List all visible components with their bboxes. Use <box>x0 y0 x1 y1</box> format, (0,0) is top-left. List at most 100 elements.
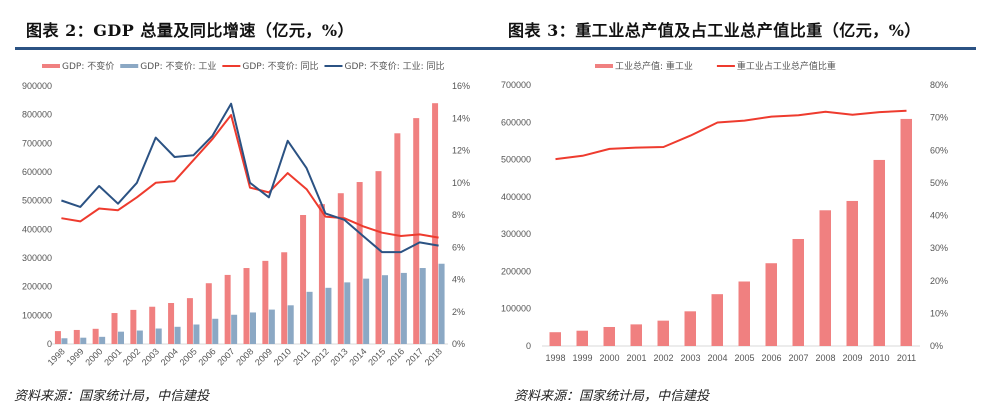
y-right-tick-label: 10% <box>930 308 948 318</box>
y-right-tick-label: 12% <box>452 146 470 156</box>
x-tick-label: 2000 <box>599 353 619 363</box>
bar-primary <box>111 313 118 344</box>
x-tick-label: 1998 <box>46 346 67 367</box>
legend-swatch-bar <box>42 64 60 68</box>
bar-secondary <box>325 287 332 344</box>
y-left-tick-label: 600000 <box>22 167 52 177</box>
x-tick-label: 2015 <box>366 346 387 367</box>
bar-secondary <box>287 305 294 344</box>
x-tick-label: 2011 <box>897 353 916 363</box>
x-tick-label: 2009 <box>842 353 862 363</box>
bar-secondary <box>438 263 445 344</box>
legend-swatch-bar <box>120 64 139 68</box>
x-tick-label: 2011 <box>291 346 312 367</box>
bar-primary <box>819 210 831 346</box>
y-left-tick-label: 200000 <box>501 266 531 276</box>
x-tick-label: 2002 <box>653 353 673 363</box>
x-tick-label: 2005 <box>734 353 754 363</box>
bar-secondary <box>306 291 313 344</box>
y-right-tick-label: 4% <box>452 275 465 285</box>
bar-primary <box>318 204 325 344</box>
bar-primary <box>738 281 750 346</box>
bar-secondary <box>400 272 407 344</box>
y-right-tick-label: 2% <box>452 307 465 317</box>
y-right-tick-label: 6% <box>452 242 465 252</box>
y-left-tick-label: 500000 <box>501 155 531 165</box>
bar-primary <box>356 182 363 344</box>
bar-primary <box>657 320 669 346</box>
y-left-tick-label: 400000 <box>22 224 52 234</box>
x-tick-label: 2006 <box>761 353 781 363</box>
x-tick-label: 2013 <box>328 346 349 367</box>
bar-primary <box>792 238 804 346</box>
bar-primary <box>149 306 156 344</box>
bar-primary <box>549 332 561 346</box>
y-right-tick-label: 8% <box>452 210 465 220</box>
x-tick-label: 1998 <box>545 353 565 363</box>
legend-label: GDP: 不变价 <box>62 60 114 72</box>
x-tick-label: 2003 <box>680 353 700 363</box>
bar-primary <box>765 263 777 346</box>
bar-primary <box>168 303 175 344</box>
title-divider <box>15 47 500 50</box>
y-left-tick-label: 200000 <box>22 282 52 292</box>
bar-primary <box>205 283 212 344</box>
chart-source: 资料来源：国家统计局，中信建投 <box>14 389 210 404</box>
legend-label: GDP: 不变价: 工业: 同比 <box>344 60 444 72</box>
bar-secondary <box>212 318 219 344</box>
bar-primary <box>394 133 401 344</box>
x-tick-label: 2005 <box>178 346 199 367</box>
y-left-tick-label: 800000 <box>22 110 52 120</box>
x-tick-label: 2004 <box>159 346 180 367</box>
title-divider <box>500 47 976 50</box>
y-left-tick-label: 300000 <box>501 229 531 239</box>
bar-secondary <box>193 324 200 344</box>
y-right-tick-label: 0% <box>930 341 943 351</box>
x-tick-label: 2007 <box>215 346 236 367</box>
chart-title: 图表 2：GDP 总量及同比增速（亿元，%） <box>26 21 355 40</box>
x-tick-label: 1999 <box>572 353 592 363</box>
chart-panel-gdp: 图表 2：GDP 总量及同比增速（亿元，%） 0 100000 200000 3000… <box>14 21 500 404</box>
y-right-tick-label: 80% <box>930 80 948 90</box>
bar-primary <box>54 331 61 344</box>
legend-label: GDP: 不变价: 同比 <box>242 60 318 72</box>
bar-secondary <box>231 314 238 344</box>
chart-source: 资料来源：国家统计局，中信建投 <box>514 389 710 404</box>
bar-primary <box>873 159 885 346</box>
y-right-tick-label: 0% <box>452 339 465 349</box>
x-tick-label: 2004 <box>707 353 727 363</box>
y-left-tick-label: 0 <box>526 341 531 351</box>
line-series-1 <box>555 109 907 161</box>
bar-secondary <box>174 326 181 344</box>
x-tick-label: 2012 <box>310 346 331 367</box>
bar-primary <box>337 193 344 344</box>
bar-secondary <box>155 328 162 344</box>
x-tick-label: 2008 <box>234 346 255 367</box>
bar-primary <box>73 329 80 344</box>
bar-secondary <box>419 268 426 344</box>
bar-primary <box>711 294 723 346</box>
y-right-tick-label: 16% <box>452 81 470 91</box>
bar-primary <box>262 260 269 344</box>
bar-primary <box>243 268 250 344</box>
bar-primary <box>576 330 588 346</box>
bar-secondary <box>250 312 256 344</box>
x-tick-label: 2018 <box>423 346 444 367</box>
chart-panel-heavy-industry: 图表 3：重工业总产值及占工业总产值比重（亿元，%） 0 100000 200000… <box>500 0 1000 417</box>
x-tick-label: 2017 <box>404 346 425 367</box>
bar-primary <box>413 118 420 345</box>
x-tick-label: 2010 <box>869 353 889 363</box>
y-right-tick-label: 60% <box>930 145 948 155</box>
legend-label: 工业总产值: 重工业 <box>615 60 693 72</box>
y-left-tick-label: 100000 <box>22 310 52 320</box>
legend-label: 重工业占工业总产值比重 <box>737 60 836 72</box>
bar-primary <box>224 274 231 344</box>
y-left-tick-label: 600000 <box>501 117 531 127</box>
x-tick-label: 2002 <box>121 346 142 367</box>
y-left-tick-label: 400000 <box>501 192 531 202</box>
bar-primary <box>432 103 439 344</box>
bar-secondary <box>99 336 106 344</box>
bar-secondary <box>80 337 87 344</box>
bar-secondary <box>363 278 370 344</box>
bar-primary <box>375 171 382 344</box>
